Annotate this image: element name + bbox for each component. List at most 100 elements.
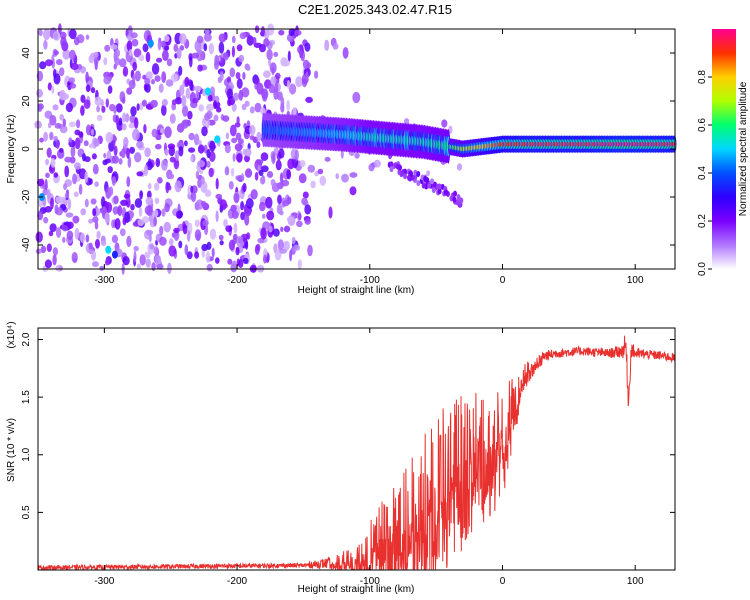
spectrogram-cell [144, 78, 151, 85]
spectrogram-cell [121, 96, 126, 104]
spectrogram-cell [105, 98, 110, 108]
spectrogram-cell [101, 105, 106, 113]
spectrogram-cell [231, 103, 237, 112]
spectrogram-cell [236, 116, 240, 125]
spectrogram-cell [132, 61, 137, 71]
spectrogram-cell [76, 119, 81, 129]
spectrogram-cell [51, 58, 55, 69]
spectrogram-cell [51, 85, 55, 94]
spectrogram-cell [159, 236, 167, 246]
spectrogram-tail-cell [443, 189, 448, 196]
spectrogram-cell [179, 33, 187, 45]
spectrogram-cell [74, 227, 80, 240]
spectrogram-cell [67, 198, 72, 210]
spectrogram-cell [65, 102, 73, 113]
spectrogram-cell [174, 150, 180, 161]
spectrogram-cell [259, 201, 266, 212]
snr-frame [37, 327, 676, 571]
spectrogram-cell [103, 75, 111, 85]
spectrogram-cell [120, 148, 126, 159]
spectrogram-cell [235, 175, 243, 181]
spectrogram-cell [130, 106, 137, 117]
spectrogram-cell [204, 112, 211, 121]
spectrogram-cell [200, 200, 207, 207]
spectrogram-cell [143, 124, 147, 134]
spectrogram-cell [104, 212, 110, 224]
spectrogram-cell [118, 117, 123, 126]
spectrogram-cell [155, 157, 161, 168]
spectrogram-cell [263, 254, 267, 264]
spectrogram-cell [219, 240, 224, 246]
spectrogram-cell [242, 72, 246, 80]
spectrogram-cell [190, 185, 194, 193]
spectrogram-cell [113, 207, 118, 215]
spectrogram-cell [143, 164, 149, 177]
spectrogram-cell [294, 29, 302, 36]
spectrogram-cell [215, 210, 219, 223]
spectrogram-cell [164, 148, 169, 156]
spectrogram-cell [298, 212, 302, 221]
spectrogram-cell [78, 183, 83, 195]
spectrogram-cell [198, 140, 202, 146]
spectrogram-cell [148, 234, 152, 243]
spectrogram-cell [241, 103, 247, 111]
spectrogram-cell [254, 77, 260, 85]
spectrogram-cell [39, 137, 44, 143]
spectrogram-cell [133, 250, 137, 263]
spectrogram-cell [142, 43, 149, 53]
spectrogram-cell [229, 124, 237, 137]
spectrogram-cell [182, 105, 189, 117]
spectrogram-cell [206, 103, 214, 112]
snr-line [37, 335, 676, 572]
spectrogram-cell [55, 227, 62, 238]
x-tick-label: -100 [360, 576, 380, 587]
spectrogram-cell [241, 87, 250, 98]
spectrogram-cell [242, 182, 247, 193]
spectrogram-cell [107, 85, 113, 94]
spectrogram-cell [182, 224, 188, 235]
spectrogram-cell [236, 153, 243, 163]
spectrogram-cell [88, 55, 95, 64]
spectrogram-cell [263, 38, 270, 47]
spectrogram-cell [159, 225, 164, 236]
spectrogram-cell [197, 64, 203, 72]
spectrogram-cell [113, 145, 118, 156]
spectrogram-cell [294, 149, 299, 161]
spectrogram-cell [104, 259, 110, 266]
spectrogram-cell [235, 72, 241, 80]
spectrogram-cell [252, 36, 257, 46]
spectrogram-cell [44, 59, 53, 67]
spectrogram-cells [34, 23, 464, 275]
spectrogram-cell [61, 93, 69, 100]
spectrogram-cell [260, 107, 266, 116]
spectrogram-cell [118, 58, 127, 68]
spectrogram-cell [304, 204, 312, 215]
spectrogram-cell [136, 103, 140, 111]
spectrogram-cell [132, 128, 140, 141]
spectrogram-cell [266, 210, 275, 221]
spectrogram-y-ticks: -40 -20 0 20 40 [21, 47, 675, 252]
spectrogram-cell [126, 40, 133, 52]
spectrogram-cell [150, 99, 158, 108]
spectrogram-cell [265, 196, 273, 209]
spectrogram-cell [136, 263, 141, 270]
spectrogram-cell [145, 71, 153, 80]
spectrogram-cell [111, 176, 117, 186]
spectrogram-cell [154, 197, 160, 204]
spectrogram-cell [202, 220, 209, 226]
y-tick-label: 0 [21, 146, 32, 152]
spectrogram-cell [287, 50, 291, 62]
spectrogram-cell [283, 225, 291, 233]
spectrogram-cell [83, 99, 91, 109]
spectrogram-cell [130, 203, 135, 211]
spectrogram-cell [271, 153, 276, 165]
spectrogram-cell [324, 156, 331, 162]
spectrogram-cell [206, 148, 211, 159]
spectrogram-cell [246, 65, 251, 71]
spectrogram-cell [161, 98, 168, 107]
spectrogram-cell [441, 119, 448, 128]
spectrogram-cell [73, 37, 80, 46]
spectrogram-cell [196, 49, 204, 62]
spectrogram-cell [188, 147, 196, 153]
snr-series [37, 335, 676, 572]
